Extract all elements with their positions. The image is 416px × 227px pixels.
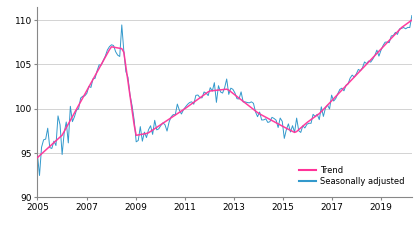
Legend: Trend, Seasonally adjusted: Trend, Seasonally adjusted: [296, 162, 408, 190]
